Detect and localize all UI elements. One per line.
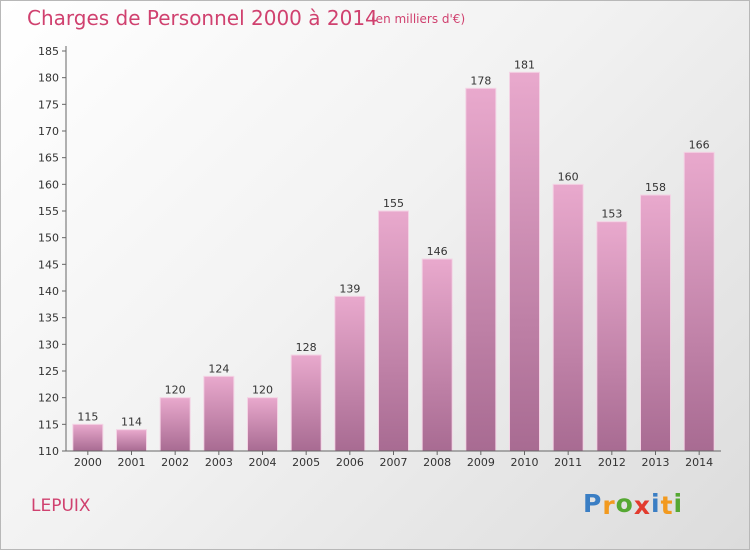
commune-name: LEPUIX bbox=[31, 496, 91, 516]
value-label-2006: 139 bbox=[339, 282, 360, 295]
y-tick-label: 135 bbox=[38, 312, 59, 325]
value-label-2000: 115 bbox=[77, 410, 98, 423]
value-label-2011: 160 bbox=[558, 170, 579, 183]
bar-2007 bbox=[378, 210, 409, 452]
x-tick-label: 2012 bbox=[598, 456, 626, 469]
y-tick-label: 115 bbox=[38, 418, 59, 431]
bar-2013 bbox=[640, 194, 671, 452]
y-tick-label: 170 bbox=[38, 125, 59, 138]
y-tick-label: 165 bbox=[38, 152, 59, 165]
x-tick-label: 2008 bbox=[423, 456, 451, 469]
y-tick-label: 110 bbox=[38, 445, 59, 458]
y-tick-label: 185 bbox=[38, 45, 59, 58]
x-tick-label: 2010 bbox=[511, 456, 539, 469]
proxiti-logo: Proxiti bbox=[583, 489, 684, 520]
y-tick-label: 125 bbox=[38, 365, 59, 378]
x-tick-label: 2011 bbox=[554, 456, 582, 469]
x-tick-label: 2003 bbox=[205, 456, 233, 469]
bar-2005 bbox=[290, 354, 322, 452]
y-tick-label: 120 bbox=[38, 392, 59, 405]
logo-letter: r bbox=[602, 491, 616, 520]
value-label-2010: 181 bbox=[514, 58, 535, 71]
bar-2009 bbox=[465, 87, 497, 452]
x-tick-label: 2002 bbox=[161, 456, 189, 469]
x-tick-label: 2000 bbox=[74, 456, 102, 469]
x-tick-label: 2006 bbox=[336, 456, 364, 469]
y-tick-label: 160 bbox=[38, 178, 59, 191]
bar-2004 bbox=[247, 397, 278, 452]
bars-group bbox=[72, 71, 715, 452]
logo-letter: o bbox=[615, 489, 634, 518]
logo-letter: t bbox=[660, 491, 674, 520]
bar-2000 bbox=[72, 423, 104, 452]
logo-letter: i bbox=[651, 489, 661, 518]
value-label-2004: 120 bbox=[252, 384, 273, 397]
value-label-2002: 120 bbox=[165, 384, 186, 397]
value-labels-group: 115 114 120 124 120 128 139 155 146 178 181 160 153 1… bbox=[77, 58, 709, 428]
x-tick-label: 2007 bbox=[380, 456, 408, 469]
bar-2008 bbox=[421, 258, 453, 452]
x-tick-label: 2001 bbox=[118, 456, 146, 469]
value-label-2001: 114 bbox=[121, 416, 142, 429]
logo-letter: i bbox=[673, 489, 684, 518]
value-label-2014: 166 bbox=[689, 138, 710, 151]
value-label-2009: 178 bbox=[470, 74, 491, 87]
bar-2012 bbox=[596, 221, 628, 452]
value-label-2007: 155 bbox=[383, 197, 404, 210]
value-label-2005: 128 bbox=[296, 341, 317, 354]
bar-2001 bbox=[116, 429, 147, 452]
logo-letter: P bbox=[583, 489, 603, 518]
value-label-2008: 146 bbox=[427, 245, 448, 258]
value-label-2003: 124 bbox=[208, 362, 229, 375]
chart-subtitle: (en milliers d'€) bbox=[371, 12, 466, 26]
y-tick-label: 150 bbox=[38, 232, 59, 245]
bar-2003 bbox=[203, 375, 235, 452]
y-tick-label: 130 bbox=[38, 338, 59, 351]
y-tick-label: 145 bbox=[38, 258, 59, 271]
value-label-2012: 153 bbox=[601, 208, 622, 221]
x-tick-label: 2013 bbox=[642, 456, 670, 469]
bar-2014 bbox=[683, 151, 715, 452]
bar-2011 bbox=[552, 183, 584, 452]
bar-2010 bbox=[509, 71, 540, 452]
x-tick-label: 2005 bbox=[292, 456, 320, 469]
y-tick-label: 140 bbox=[38, 285, 59, 298]
axes-group: 2000 2001 2002 2003 2004 2005 2006 2007 2008 2009… bbox=[38, 45, 721, 469]
y-tick-label: 155 bbox=[38, 205, 59, 218]
x-tick-label: 2014 bbox=[685, 456, 713, 469]
x-tick-label: 2004 bbox=[249, 456, 277, 469]
bar-2006 bbox=[334, 295, 366, 452]
chart-title: Charges de Personnel 2000 à 2014 bbox=[27, 6, 378, 30]
bar-2002 bbox=[159, 397, 191, 452]
y-tick-label: 180 bbox=[38, 72, 59, 85]
x-tick-label: 2009 bbox=[467, 456, 495, 469]
value-label-2013: 158 bbox=[645, 181, 666, 194]
logo-letter: x bbox=[633, 491, 651, 520]
y-tick-label: 175 bbox=[38, 98, 59, 111]
